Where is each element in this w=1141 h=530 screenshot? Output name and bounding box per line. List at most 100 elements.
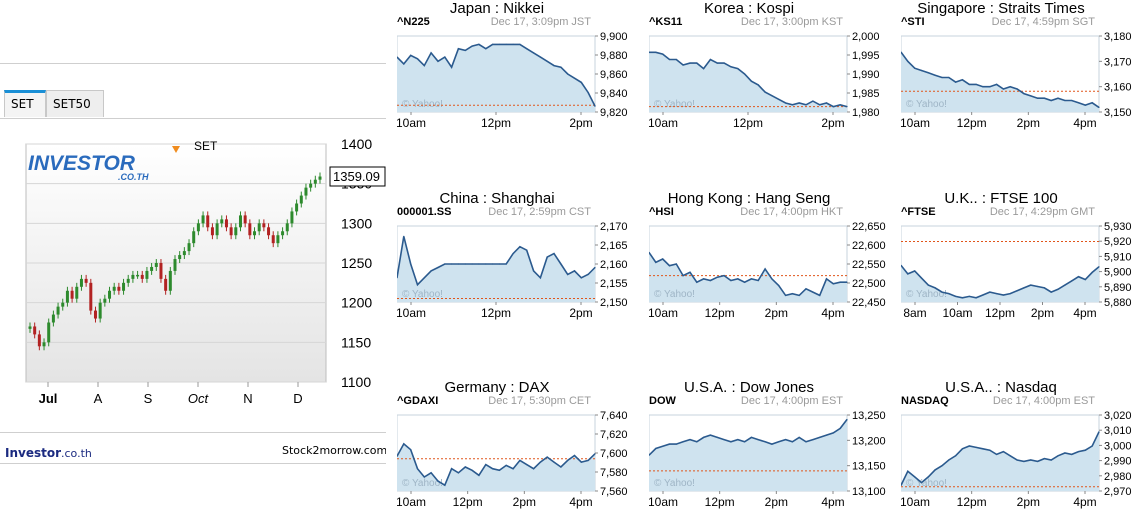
data-point (955, 295, 957, 297)
footer-brand[interactable]: Investor.co.th (5, 446, 92, 460)
area-fill (397, 443, 595, 491)
y-tick-label: 1400 (341, 136, 372, 152)
chart-timestamp: Dec 17, 4:29pm GMT (989, 206, 1095, 218)
candle-body (173, 259, 177, 271)
data-point (757, 84, 759, 86)
tab-set[interactable]: SET (4, 90, 46, 117)
y-tick-label: 1200 (341, 295, 372, 311)
data-point (594, 453, 596, 455)
data-point (703, 68, 705, 70)
data-point (1002, 451, 1004, 453)
data-point (730, 66, 732, 68)
x-tick-label: 10am (649, 116, 678, 130)
data-point (1023, 460, 1025, 462)
hangseng-area-chart: © Yahoo! 22,650 22,600 22,550 22,500 22,450 10… (649, 221, 886, 320)
data-point (948, 76, 950, 79)
x-tick-label: 12pm (733, 116, 763, 130)
chart-symbol: ^HSI (649, 206, 674, 218)
data-point (397, 56, 398, 58)
data-point (757, 279, 759, 282)
x-tick-label: 10am (901, 116, 930, 130)
chart-title: Germany : DAX (444, 379, 550, 396)
data-point (744, 73, 746, 75)
data-point (1009, 293, 1011, 295)
area-fill (649, 419, 847, 491)
data-point (907, 470, 909, 472)
chart-title: U.S.A. : Dow Jones (683, 379, 815, 396)
data-point (771, 443, 773, 445)
data-point (730, 441, 732, 443)
y-tick-label: 3,000 (1104, 440, 1132, 452)
data-point (403, 63, 405, 65)
series-line (397, 43, 596, 107)
chart-nikkei[interactable]: Japan : Nikkei ^N225 Dec 17, 3:09pm JST … (397, 0, 647, 130)
candle-body (253, 231, 257, 236)
data-point (403, 235, 405, 237)
data-point (689, 62, 691, 64)
data-point (655, 51, 657, 53)
data-point (478, 263, 480, 265)
chart-ftse[interactable]: U.K.. : FTSE 100 ^FTSE Dec 17, 4:29pm GM… (901, 190, 1141, 320)
chart-timestamp: Dec 17, 4:00pm EST (740, 395, 843, 407)
data-point (471, 263, 473, 265)
footer-brand-suffix: .co.th (61, 447, 92, 460)
data-point (655, 447, 657, 450)
tab-set50[interactable]: SET50 (46, 90, 104, 117)
candle-body (93, 310, 97, 319)
y-tick-label: 22,600 (852, 240, 886, 252)
ftse-area-chart: © Yahoo! 5,930 5,920 5,910 5,900 5,890 5,880 8a… (901, 221, 1132, 320)
data-point (1084, 278, 1086, 281)
y-tick-label: 13,200 (852, 435, 886, 447)
chart-sti[interactable]: Singapore : Straits Times ^STI Dec 17, 4… (901, 0, 1141, 130)
area-fill (901, 431, 1099, 491)
data-point (961, 297, 963, 299)
data-point (934, 469, 936, 471)
data-point (437, 480, 439, 482)
data-point (478, 474, 480, 476)
x-tick-label: 4pm (821, 306, 844, 320)
data-point (444, 484, 446, 486)
data-point (498, 263, 500, 265)
footer-source-link[interactable]: Stock2morrow.com (282, 444, 386, 457)
data-point (791, 104, 793, 106)
data-point (662, 258, 664, 260)
y-tick-label: 2,000 (852, 31, 880, 43)
chart-title: Japan : Nikkei (449, 0, 545, 17)
data-point (573, 77, 576, 79)
data-point (1050, 291, 1052, 293)
data-point (901, 484, 902, 486)
data-point (580, 461, 582, 463)
data-point (744, 441, 746, 443)
chart-kospi[interactable]: Korea : Kospi ^KS11 Dec 17, 3:00pm KST ©… (649, 0, 899, 130)
candle-body (75, 286, 79, 299)
series-line (649, 251, 847, 297)
data-point (846, 281, 848, 283)
x-tick-label: 10am (901, 495, 930, 509)
candle-body (196, 223, 200, 232)
chart-hangseng[interactable]: Hong Kong : Hang Seng ^HSI Dec 17, 4:00p… (649, 190, 899, 320)
data-point (587, 459, 589, 461)
candle-body (56, 306, 60, 315)
chart-symbol: ^KS11 (649, 16, 683, 28)
chart-nasdaq[interactable]: U.S.A.. : Nasdaq NASDAQ Dec 17, 4:00pm E… (901, 379, 1141, 509)
data-point (533, 52, 535, 54)
data-point (750, 278, 752, 280)
data-point (505, 43, 507, 45)
data-point (668, 58, 671, 61)
data-point (1002, 294, 1004, 296)
chart-dowjones[interactable]: U.S.A. : Dow Jones DOW Dec 17, 4:00pm ES… (649, 379, 899, 509)
data-point (709, 434, 711, 436)
data-point (1091, 271, 1093, 273)
dax-area-chart: © Yahoo! 7,640 7,620 7,600 7,580 7,560 10am 12p… (397, 410, 628, 509)
data-point (791, 293, 793, 295)
chart-shanghai[interactable]: China : Shanghai 000001.SS Dec 17, 2:59p… (397, 190, 647, 320)
yahoo-watermark: © Yahoo! (906, 289, 947, 300)
data-point (832, 432, 834, 434)
candle-body (37, 334, 41, 347)
data-point (1023, 287, 1025, 289)
chart-dax[interactable]: Germany : DAX ^GDAXI Dec 17, 5:30pm CET … (397, 379, 647, 509)
candle-body (117, 286, 121, 291)
chart-timestamp: Dec 17, 4:00pm EST (992, 395, 1095, 407)
series-line (649, 419, 848, 456)
y-tick-label: 2,165 (600, 240, 628, 252)
